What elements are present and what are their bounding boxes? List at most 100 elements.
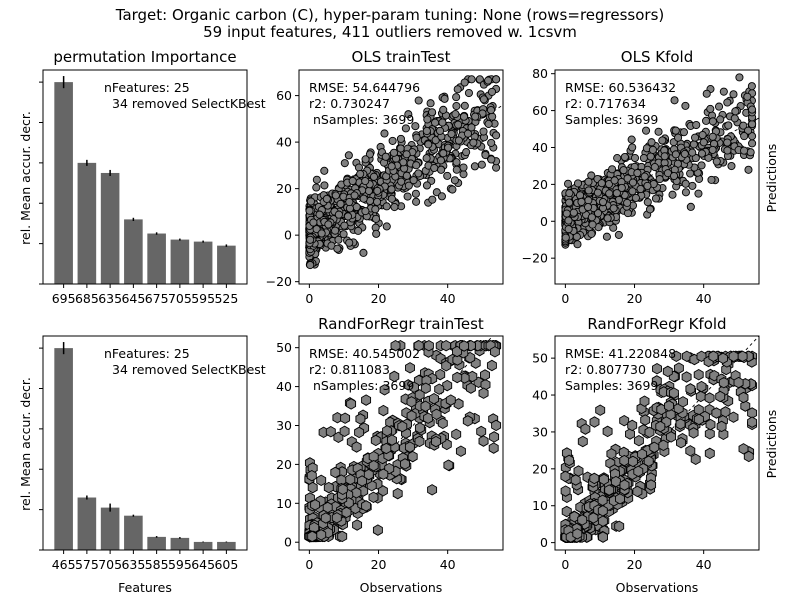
scatter-point: [655, 420, 666, 433]
scatter-point: [480, 369, 490, 381]
x-tick-label: 40: [696, 557, 712, 572]
scatter-point: [345, 238, 354, 247]
scatter-point: [452, 354, 463, 366]
scatter-point: [414, 422, 425, 434]
scatter-point: [718, 352, 728, 365]
scatter-point: [704, 392, 715, 404]
scatter-point: [361, 394, 372, 406]
scatter-point: [719, 87, 728, 96]
scatter-point: [460, 78, 469, 87]
scatter-point: [337, 483, 348, 496]
scatter-point: [587, 213, 596, 222]
scatter-point: [331, 226, 340, 235]
scatter-point: [435, 126, 445, 135]
scatter-point: [373, 186, 382, 195]
scatter-point: [577, 435, 588, 448]
scatter-point: [379, 384, 390, 396]
scatter-point: [631, 193, 640, 203]
scatter-point: [587, 229, 596, 238]
scatter-point: [686, 202, 695, 211]
y-axis-label: rel. Mean accur. decr.: [18, 377, 33, 511]
scatter-point: [744, 126, 753, 135]
scatter-point: [333, 244, 342, 253]
y-tick-label: 0: [540, 214, 548, 229]
scatter-point: [668, 387, 679, 399]
scatter-point: [455, 445, 466, 457]
scatter-point: [317, 229, 326, 238]
scatter-point: [436, 156, 445, 165]
scatter-point: [351, 441, 362, 453]
scatter-point: [613, 154, 622, 163]
scatter-point: [565, 189, 574, 198]
scatter-point: [625, 428, 635, 440]
y-axis-label: rel. Mean accur. decr.: [18, 111, 33, 245]
scatter-point: [339, 425, 350, 438]
scatter-point: [439, 149, 448, 158]
scatter-point: [662, 365, 673, 378]
scatter-point: [439, 105, 448, 114]
scatter-point: [697, 149, 706, 158]
scatter-point: [452, 371, 463, 384]
scatter-point: [565, 198, 574, 207]
scatter-point: [307, 481, 318, 494]
scatter-point: [646, 479, 657, 491]
scatter-point: [627, 455, 638, 468]
scatter-point: [368, 459, 379, 472]
scatter-point: [414, 169, 423, 178]
scatter-point: [407, 450, 418, 463]
scatter-point: [422, 181, 431, 190]
x-tick-label: 20: [627, 557, 643, 572]
scatter-point: [617, 183, 626, 192]
scatter-point: [484, 76, 493, 85]
scatter-point: [354, 426, 365, 439]
scatter-point: [389, 370, 400, 383]
importance-panel-bottom: rel. Mean accur. decr. Features 465 575 70…: [18, 335, 266, 595]
scatter-point: [452, 93, 461, 102]
scatter-point: [689, 140, 698, 149]
scatter-point: [477, 160, 486, 169]
y-tick-label: 20: [276, 457, 292, 472]
scatter-point: [340, 159, 349, 168]
scatter-point: [488, 112, 497, 121]
scatter-point: [404, 110, 413, 119]
scatter-point: [365, 150, 374, 159]
scatter-point: [409, 176, 418, 185]
scatter-point: [406, 410, 417, 422]
scatter-point: [619, 166, 628, 175]
scatter-point: [388, 136, 397, 145]
x-axis-label: Observations: [616, 580, 699, 595]
scatter-point: [623, 209, 633, 218]
y-tick-label: 20: [532, 461, 548, 476]
scatter-point: [628, 178, 638, 187]
scatter-point: [467, 123, 476, 132]
scatter-point: [305, 206, 314, 215]
annotation-line1: nFeatures: 25: [104, 346, 190, 361]
y-tick-label: 50: [532, 351, 548, 366]
scatter-point: [306, 197, 316, 206]
scatter-point: [715, 390, 726, 403]
scatter-point: [320, 512, 331, 524]
scatter-point: [577, 197, 586, 206]
scatter-point: [598, 197, 608, 207]
y-axis-label: Predictions: [764, 410, 779, 479]
scatter-point: [740, 400, 751, 412]
scatter-point: [743, 92, 752, 101]
scatter-point: [430, 163, 439, 173]
scatter-point: [397, 177, 406, 186]
scatter-point: [696, 380, 707, 393]
scatter-point: [387, 162, 396, 171]
scatter-point: [351, 487, 362, 499]
scatter-point: [602, 425, 613, 438]
y-tick-label: 10: [276, 496, 292, 511]
scatter-point: [681, 179, 690, 188]
scatter-point: [345, 197, 354, 207]
scatter-point: [562, 209, 571, 218]
x-tick-label: 20: [371, 557, 387, 572]
scatter-point: [604, 484, 615, 496]
scatter-point: [569, 208, 578, 217]
scatter-point: [673, 362, 684, 374]
scatter-point: [479, 127, 488, 136]
y-tick-label: 50: [276, 340, 292, 355]
scatter-point: [320, 181, 329, 190]
scatter-point: [409, 381, 419, 393]
